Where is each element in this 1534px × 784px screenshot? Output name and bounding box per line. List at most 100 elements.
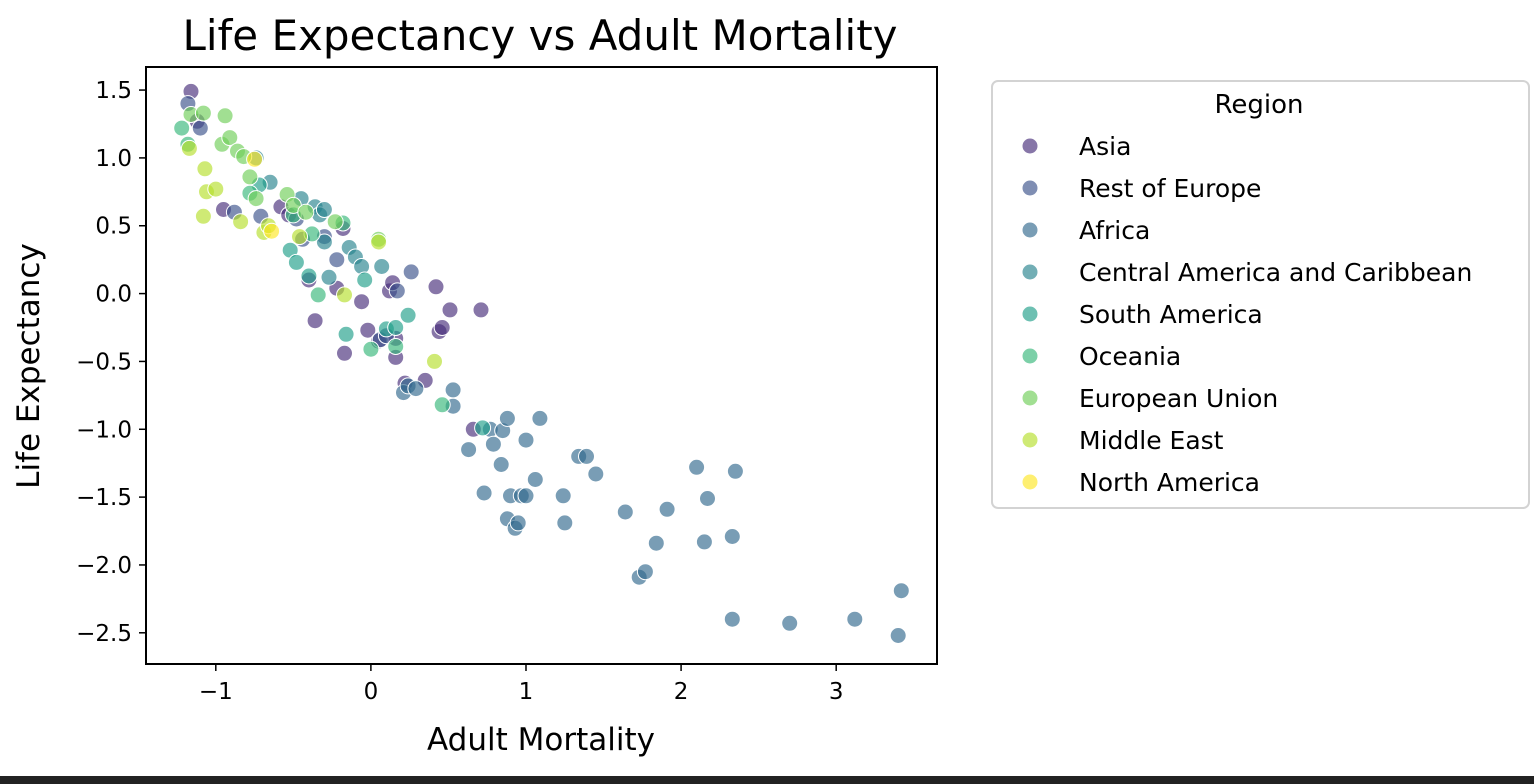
data-point [695, 533, 713, 551]
data-point [241, 168, 259, 186]
data-point [723, 528, 741, 545]
plot-frame [145, 66, 938, 665]
legend-label: European Union [1079, 384, 1278, 413]
data-point [526, 471, 544, 488]
legend-label: North America [1079, 468, 1260, 497]
data-point [216, 107, 234, 125]
legend-label: Central America and Caribbean [1079, 258, 1472, 287]
x-tick-label: −1 [199, 679, 233, 705]
data-point [472, 301, 490, 319]
data-point [688, 458, 706, 476]
data-point [221, 129, 239, 147]
data-point [484, 435, 502, 453]
y-tick-label: −2.0 [76, 553, 132, 579]
data-point [492, 456, 510, 473]
data-point [291, 228, 308, 246]
y-tick-label: 1.5 [95, 78, 132, 104]
data-point [426, 352, 443, 370]
points-layer [173, 82, 910, 644]
data-point [194, 104, 212, 122]
legend-marker [1021, 305, 1039, 323]
data-point [370, 233, 388, 251]
data-point [196, 160, 214, 178]
data-point [556, 514, 574, 532]
legend-marker [1021, 473, 1039, 491]
data-point [407, 380, 425, 398]
legend-label: Rest of Europe [1079, 174, 1261, 203]
x-tick-label: 2 [674, 679, 689, 705]
data-point [554, 487, 572, 505]
x-axis-label: Adult Mortality [427, 722, 655, 758]
data-point [444, 381, 462, 399]
data-point [441, 301, 459, 319]
y-axis: 1.5 1.0 0.5 0.0 −0.5 −1.0 −1.5 −2.0 −2.5 [76, 78, 146, 647]
data-point [263, 222, 281, 240]
data-point [191, 119, 209, 137]
data-point [723, 610, 741, 628]
legend-label: Africa [1079, 216, 1150, 245]
y-axis-label: Life Expectancy [11, 243, 47, 489]
y-tick-label: 0.5 [95, 214, 132, 240]
data-point [246, 150, 264, 168]
legend-marker [1021, 347, 1039, 365]
data-point [517, 431, 535, 449]
legend-label: Oceania [1079, 342, 1181, 371]
data-point [781, 614, 799, 632]
data-point [509, 514, 527, 532]
x-tick-label: 3 [829, 679, 844, 705]
y-tick-label: −0.5 [76, 349, 132, 375]
data-point [356, 271, 374, 289]
data-point [402, 263, 420, 281]
data-point [300, 267, 318, 285]
data-point [846, 610, 864, 628]
legend-label: Middle East [1079, 426, 1224, 455]
data-point [309, 286, 327, 304]
y-tick-label: −1.5 [76, 485, 132, 511]
chart-title: Life Expectancy vs Adult Mortality [182, 11, 897, 60]
data-point [578, 447, 595, 465]
data-point [297, 203, 315, 221]
data-point [173, 119, 191, 137]
data-point [328, 251, 346, 269]
data-point [232, 213, 250, 231]
data-point [320, 268, 338, 286]
data-point [460, 441, 478, 459]
data-point [892, 582, 910, 600]
legend-items: Asia Rest of Europe Africa Central America … [1021, 132, 1472, 497]
legend-marker [1021, 389, 1039, 407]
y-tick-label: −2.5 [76, 621, 132, 647]
x-tick-label: 0 [364, 679, 379, 705]
data-point [427, 278, 445, 296]
data-point [658, 500, 676, 518]
data-point [433, 396, 451, 414]
data-point [336, 344, 353, 362]
data-point [194, 207, 212, 225]
data-point [247, 190, 265, 208]
data-point [474, 419, 492, 437]
data-point [337, 325, 355, 343]
data-point [726, 462, 744, 480]
data-point [315, 233, 333, 251]
data-point [373, 258, 391, 275]
data-point [517, 487, 535, 505]
legend-marker [1021, 137, 1039, 155]
data-point [180, 139, 198, 157]
data-point [387, 319, 405, 336]
legend-marker [1021, 431, 1039, 449]
legend-label: South America [1079, 300, 1263, 329]
data-point [498, 409, 516, 427]
data-point [433, 319, 451, 336]
data-point [336, 286, 353, 304]
data-point [359, 321, 377, 339]
data-point [207, 180, 225, 198]
legend-marker [1021, 179, 1039, 197]
data-point [399, 306, 417, 324]
data-point [388, 282, 406, 300]
x-axis: −1 0 1 2 3 [199, 664, 844, 705]
data-point [353, 293, 371, 311]
data-point [587, 465, 605, 483]
data-point [531, 409, 549, 427]
data-point [616, 503, 634, 521]
data-point [387, 338, 405, 355]
